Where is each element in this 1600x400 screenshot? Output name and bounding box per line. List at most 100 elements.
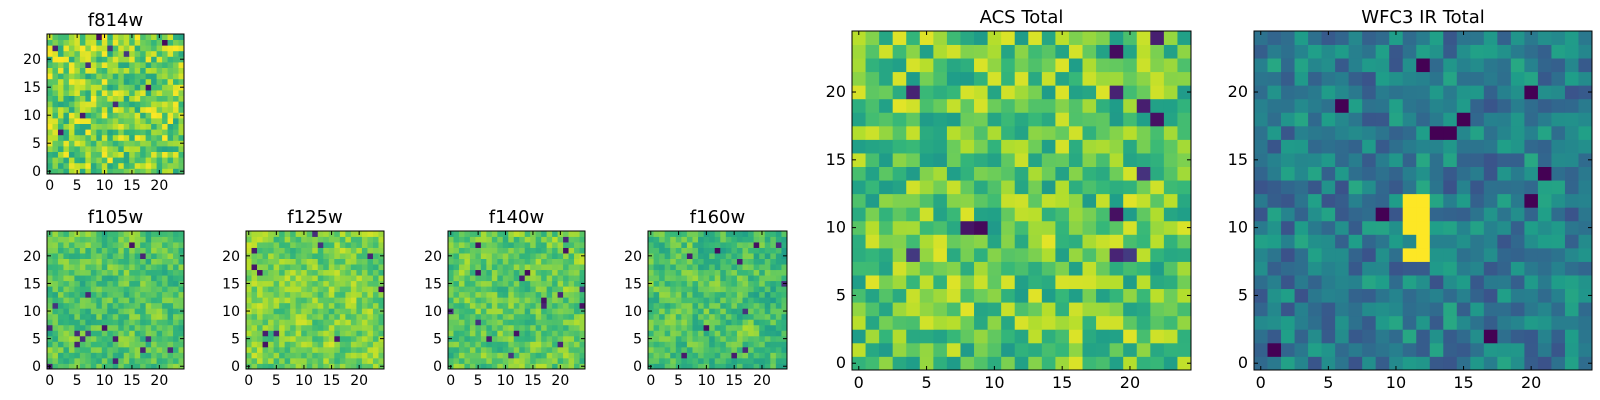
heatmap-cell <box>1136 342 1151 357</box>
heatmap-cell <box>775 297 782 304</box>
heatmap-cell <box>664 330 671 337</box>
heatmap-cell <box>328 269 335 276</box>
heatmap-cell <box>361 297 368 304</box>
heatmap-cell <box>1510 139 1525 154</box>
heatmap-cell <box>323 341 330 348</box>
heatmap-cell <box>508 253 515 259</box>
heatmap-cell <box>173 319 179 326</box>
heatmap-cell <box>129 297 136 304</box>
heatmap-cell <box>1537 112 1552 127</box>
heatmap-cell <box>508 297 515 304</box>
heatmap-cell <box>579 242 586 248</box>
heatmap-cell <box>47 269 53 276</box>
heatmap-cell <box>659 236 666 243</box>
heatmap-cell <box>96 341 103 348</box>
heatmap-cell <box>173 335 179 342</box>
heatmap-cell <box>140 357 147 364</box>
heatmap-cell <box>475 308 482 315</box>
heatmap-cell <box>162 319 168 326</box>
heatmap-cell <box>1551 125 1566 140</box>
heatmap-cell <box>448 286 454 293</box>
x-tick-label: 0 <box>646 373 655 389</box>
heatmap-cell <box>1416 329 1431 344</box>
heatmap-cell <box>759 247 766 254</box>
heatmap-cell <box>852 261 866 276</box>
heatmap-cell <box>568 247 575 254</box>
heatmap-cell <box>1456 261 1471 276</box>
heatmap-cell <box>178 73 185 80</box>
heatmap-cell <box>178 90 185 96</box>
heatmap-cell <box>497 269 504 276</box>
heatmap-cell <box>453 308 460 315</box>
heatmap-cell <box>151 101 157 108</box>
heatmap-cell <box>1416 31 1431 45</box>
heatmap-cell <box>57 101 64 108</box>
heatmap-cell <box>129 95 136 102</box>
heatmap-cell <box>748 231 755 237</box>
heatmap-cell <box>933 98 948 113</box>
heatmap-cell <box>52 90 59 96</box>
heatmap-cell <box>140 146 147 152</box>
heatmap-cell <box>68 253 75 259</box>
heatmap-cell <box>714 242 721 248</box>
heatmap-cell <box>301 357 308 364</box>
heatmap-cell <box>323 324 330 331</box>
heatmap-cell <box>79 34 86 40</box>
heatmap-cell <box>486 280 493 287</box>
heatmap-cell <box>339 242 346 248</box>
heatmap-cell <box>865 85 880 100</box>
heatmap-cell <box>736 253 743 259</box>
heatmap-cell <box>502 236 509 243</box>
heatmap-cell <box>306 297 313 304</box>
heatmap-cell <box>367 352 374 359</box>
heatmap-cell <box>906 288 921 303</box>
heatmap-cell <box>90 247 97 254</box>
heatmap-cell <box>1177 329 1192 344</box>
heatmap-cell <box>118 50 125 57</box>
heatmap-cell <box>279 352 286 359</box>
heatmap-cell <box>118 319 125 326</box>
heatmap-cell <box>257 341 263 348</box>
heatmap-cell <box>1123 58 1138 73</box>
heatmap-cell <box>852 31 866 45</box>
heatmap-cell <box>112 78 119 85</box>
heatmap-cell <box>1096 85 1111 100</box>
heatmap-cell <box>145 118 152 124</box>
heatmap-cell <box>140 264 147 271</box>
heatmap-cell <box>1551 31 1566 45</box>
heatmap-cell <box>664 341 671 348</box>
heatmap-cell <box>919 329 934 344</box>
heatmap-cell <box>653 313 660 320</box>
heatmap-cell <box>112 118 119 124</box>
heatmap-cell <box>118 62 125 68</box>
heatmap-cell <box>79 242 86 248</box>
heatmap-cell <box>974 356 988 371</box>
heatmap-cell <box>129 162 136 169</box>
y-tick-label: 0 <box>32 359 41 375</box>
heatmap-cell <box>134 39 141 46</box>
heatmap-cell <box>1082 356 1097 371</box>
heatmap-cell <box>79 140 86 147</box>
heatmap-cell <box>312 280 319 287</box>
heatmap-cell <box>273 253 280 259</box>
heatmap-cell <box>502 335 509 342</box>
heatmap-cell <box>670 242 677 248</box>
heatmap-cell <box>781 291 788 298</box>
heatmap-cell <box>1001 58 1016 73</box>
heatmap-cell <box>306 335 313 342</box>
heatmap-cell <box>372 264 379 271</box>
heatmap-cell <box>57 84 64 91</box>
heatmap-cell <box>1497 342 1512 357</box>
heatmap-cell <box>686 319 693 326</box>
heatmap-cell <box>301 253 308 259</box>
heatmap-cell <box>350 231 357 237</box>
heatmap-cell <box>480 352 487 359</box>
heatmap-cell <box>101 302 108 309</box>
heatmap-cell <box>284 291 291 298</box>
heatmap-cell <box>933 234 948 249</box>
heatmap-cell <box>1001 125 1016 140</box>
heatmap-cell <box>1109 275 1124 290</box>
heatmap-cell <box>162 39 168 46</box>
heatmap-cell <box>714 253 721 259</box>
